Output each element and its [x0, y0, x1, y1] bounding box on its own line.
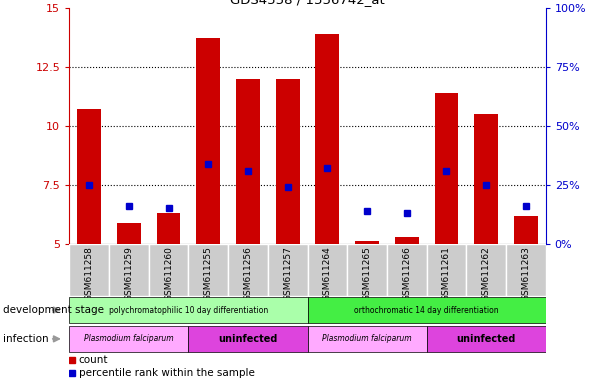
Bar — [387, 244, 426, 296]
Bar — [308, 297, 546, 323]
Bar — [347, 244, 387, 296]
Text: GSM611257: GSM611257 — [283, 247, 292, 301]
Text: Plasmodium falciparum: Plasmodium falciparum — [322, 334, 412, 343]
Text: infection: infection — [3, 334, 49, 344]
Text: polychromatophilic 10 day differentiation: polychromatophilic 10 day differentiatio… — [109, 306, 268, 314]
Text: GSM611265: GSM611265 — [362, 247, 371, 301]
Text: GSM611258: GSM611258 — [84, 247, 93, 301]
Bar — [268, 244, 308, 296]
Bar — [109, 244, 149, 296]
Text: count: count — [79, 355, 109, 365]
Text: orthochromatic 14 day differentiation: orthochromatic 14 day differentiation — [355, 306, 499, 314]
Text: GSM611256: GSM611256 — [244, 247, 253, 301]
Bar — [506, 244, 546, 296]
Bar — [426, 244, 466, 296]
Bar — [69, 297, 308, 323]
Text: Plasmodium falciparum: Plasmodium falciparum — [84, 334, 174, 343]
Bar — [188, 244, 228, 296]
Bar — [157, 213, 180, 244]
Text: GSM611264: GSM611264 — [323, 247, 332, 301]
Bar — [276, 79, 300, 244]
Text: GSM611263: GSM611263 — [522, 247, 531, 301]
Bar — [395, 237, 418, 244]
Bar — [308, 244, 347, 296]
Bar — [426, 326, 546, 352]
Text: GSM611261: GSM611261 — [442, 247, 451, 301]
Text: GSM611260: GSM611260 — [164, 247, 173, 301]
Text: uninfected: uninfected — [456, 334, 516, 344]
Bar — [236, 79, 260, 244]
Bar — [197, 38, 220, 244]
Title: GDS4558 / 1556742_at: GDS4558 / 1556742_at — [230, 0, 385, 7]
Bar — [69, 326, 188, 352]
Bar — [308, 326, 426, 352]
Text: GSM611262: GSM611262 — [482, 247, 491, 301]
Bar — [435, 93, 458, 244]
Bar — [466, 244, 506, 296]
Bar — [149, 244, 188, 296]
Bar — [188, 326, 308, 352]
Bar — [474, 114, 498, 244]
Text: GSM611255: GSM611255 — [204, 247, 213, 301]
Bar — [77, 109, 101, 244]
Bar — [315, 34, 339, 244]
Bar — [355, 242, 379, 244]
Bar — [228, 244, 268, 296]
Text: GSM611266: GSM611266 — [402, 247, 411, 301]
Text: percentile rank within the sample: percentile rank within the sample — [79, 368, 254, 379]
Text: GSM611259: GSM611259 — [124, 247, 133, 301]
Text: development stage: development stage — [3, 305, 104, 315]
Bar — [69, 244, 109, 296]
Bar — [117, 223, 141, 244]
Bar — [514, 215, 538, 244]
Text: uninfected: uninfected — [218, 334, 277, 344]
